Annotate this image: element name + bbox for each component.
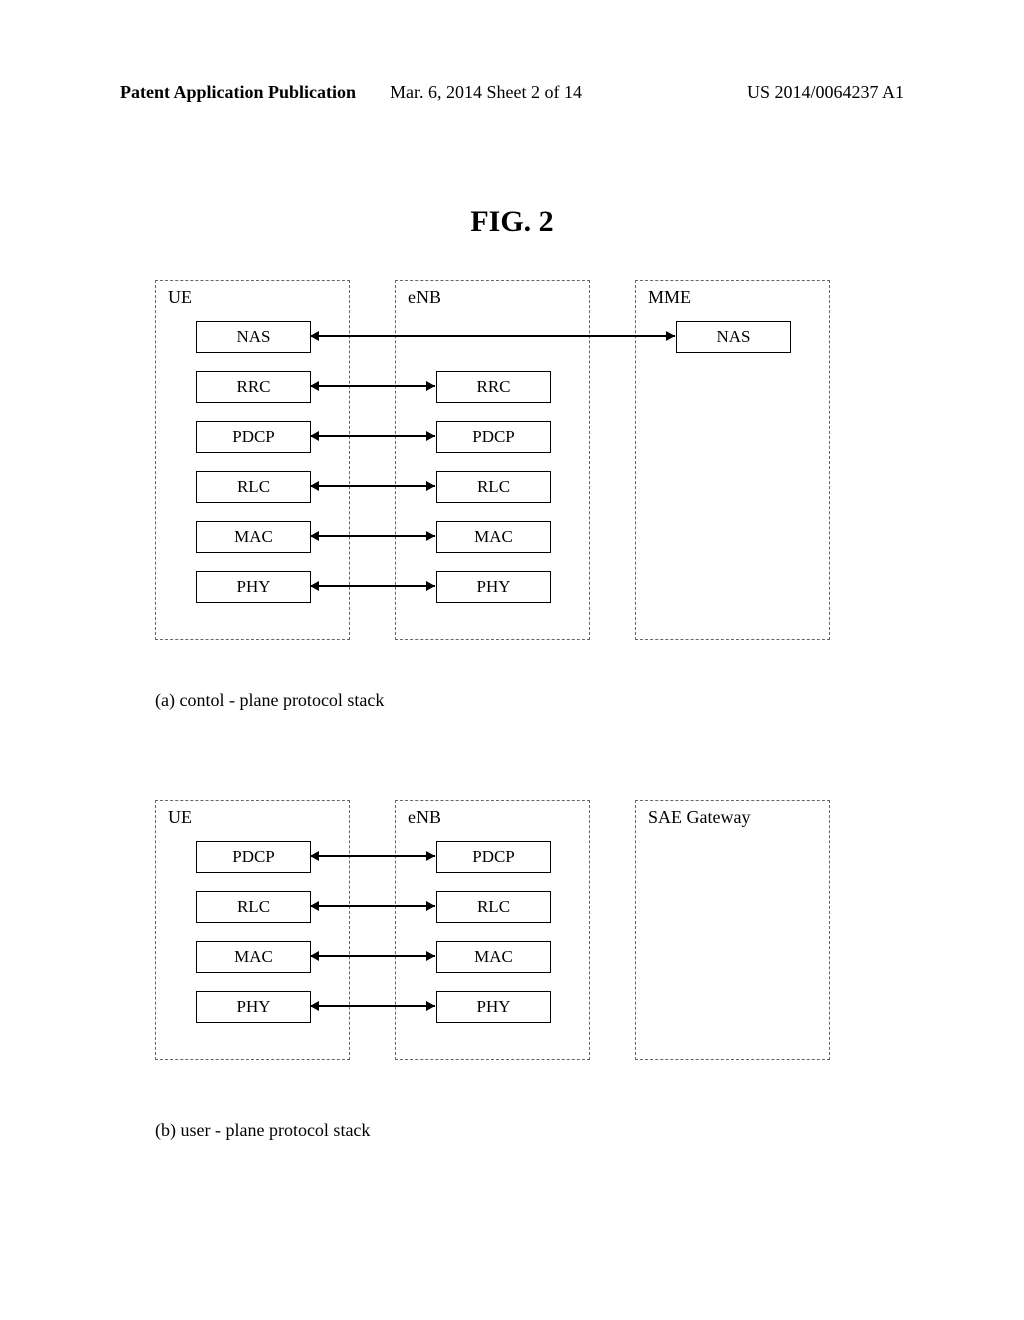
layer-ue-phy: PHY [196, 571, 311, 603]
figure-title: FIG. 2 [0, 205, 1024, 239]
arrowhead-right-icon [426, 581, 435, 591]
connector-line [310, 535, 435, 537]
arrowhead-left-icon [310, 851, 319, 861]
layer-ue-pdcp: PDCP [196, 421, 311, 453]
arrowhead-right-icon [426, 431, 435, 441]
layer-enb-rrc: RRC [436, 371, 551, 403]
arrowhead-left-icon [310, 481, 319, 491]
layer-enb-mac: MAC [436, 941, 551, 973]
layer-ue-nas: NAS [196, 321, 311, 353]
connector-line [310, 435, 435, 437]
header-right: US 2014/0064237 A1 [747, 82, 904, 103]
arrowhead-right-icon [666, 331, 675, 341]
connector-line [310, 385, 435, 387]
connector-line [310, 1005, 435, 1007]
arrowhead-left-icon [310, 581, 319, 591]
arrowhead-right-icon [426, 901, 435, 911]
node-group-enb: eNB PDCP RLC MAC PHY [395, 800, 590, 1060]
caption-a: (a) contol - plane protocol stack [155, 690, 384, 711]
arrowhead-left-icon [310, 381, 319, 391]
layer-enb-pdcp: PDCP [436, 841, 551, 873]
arrowhead-left-icon [310, 431, 319, 441]
layer-ue-mac: MAC [196, 941, 311, 973]
connector-line [310, 955, 435, 957]
group-title-ue: UE [168, 807, 192, 828]
group-title-sae: SAE Gateway [648, 807, 750, 828]
connector-line [310, 585, 435, 587]
arrowhead-left-icon [310, 901, 319, 911]
layer-enb-phy: PHY [436, 571, 551, 603]
header-mid: Mar. 6, 2014 Sheet 2 of 14 [390, 82, 582, 103]
arrowhead-left-icon [310, 331, 319, 341]
layer-ue-pdcp: PDCP [196, 841, 311, 873]
caption-b: (b) user - plane protocol stack [155, 1120, 370, 1141]
header-left: Patent Application Publication [120, 82, 356, 103]
connector-line [310, 855, 435, 857]
connector-line [310, 335, 675, 337]
connector-line [310, 905, 435, 907]
arrowhead-right-icon [426, 481, 435, 491]
arrowhead-left-icon [310, 531, 319, 541]
node-group-mme: MME NAS [635, 280, 830, 640]
group-title-enb: eNB [408, 287, 441, 308]
arrowhead-right-icon [426, 951, 435, 961]
layer-enb-rlc: RLC [436, 471, 551, 503]
arrowhead-right-icon [426, 1001, 435, 1011]
layer-mme-nas: NAS [676, 321, 791, 353]
layer-ue-rlc: RLC [196, 471, 311, 503]
arrowhead-left-icon [310, 1001, 319, 1011]
arrowhead-right-icon [426, 851, 435, 861]
page-root: Patent Application Publication Mar. 6, 2… [0, 0, 1024, 1320]
connector-line [310, 485, 435, 487]
arrowhead-left-icon [310, 951, 319, 961]
layer-enb-mac: MAC [436, 521, 551, 553]
layer-enb-rlc: RLC [436, 891, 551, 923]
group-title-enb: eNB [408, 807, 441, 828]
arrowhead-right-icon [426, 381, 435, 391]
group-title-mme: MME [648, 287, 691, 308]
layer-enb-phy: PHY [436, 991, 551, 1023]
layer-ue-rlc: RLC [196, 891, 311, 923]
layer-ue-phy: PHY [196, 991, 311, 1023]
node-group-ue: UEPDCP RLC MAC PHY [155, 800, 350, 1060]
arrowhead-right-icon [426, 531, 435, 541]
layer-ue-rrc: RRC [196, 371, 311, 403]
node-group-sae: SAE Gateway [635, 800, 830, 1060]
layer-enb-pdcp: PDCP [436, 421, 551, 453]
group-title-ue: UE [168, 287, 192, 308]
layer-ue-mac: MAC [196, 521, 311, 553]
